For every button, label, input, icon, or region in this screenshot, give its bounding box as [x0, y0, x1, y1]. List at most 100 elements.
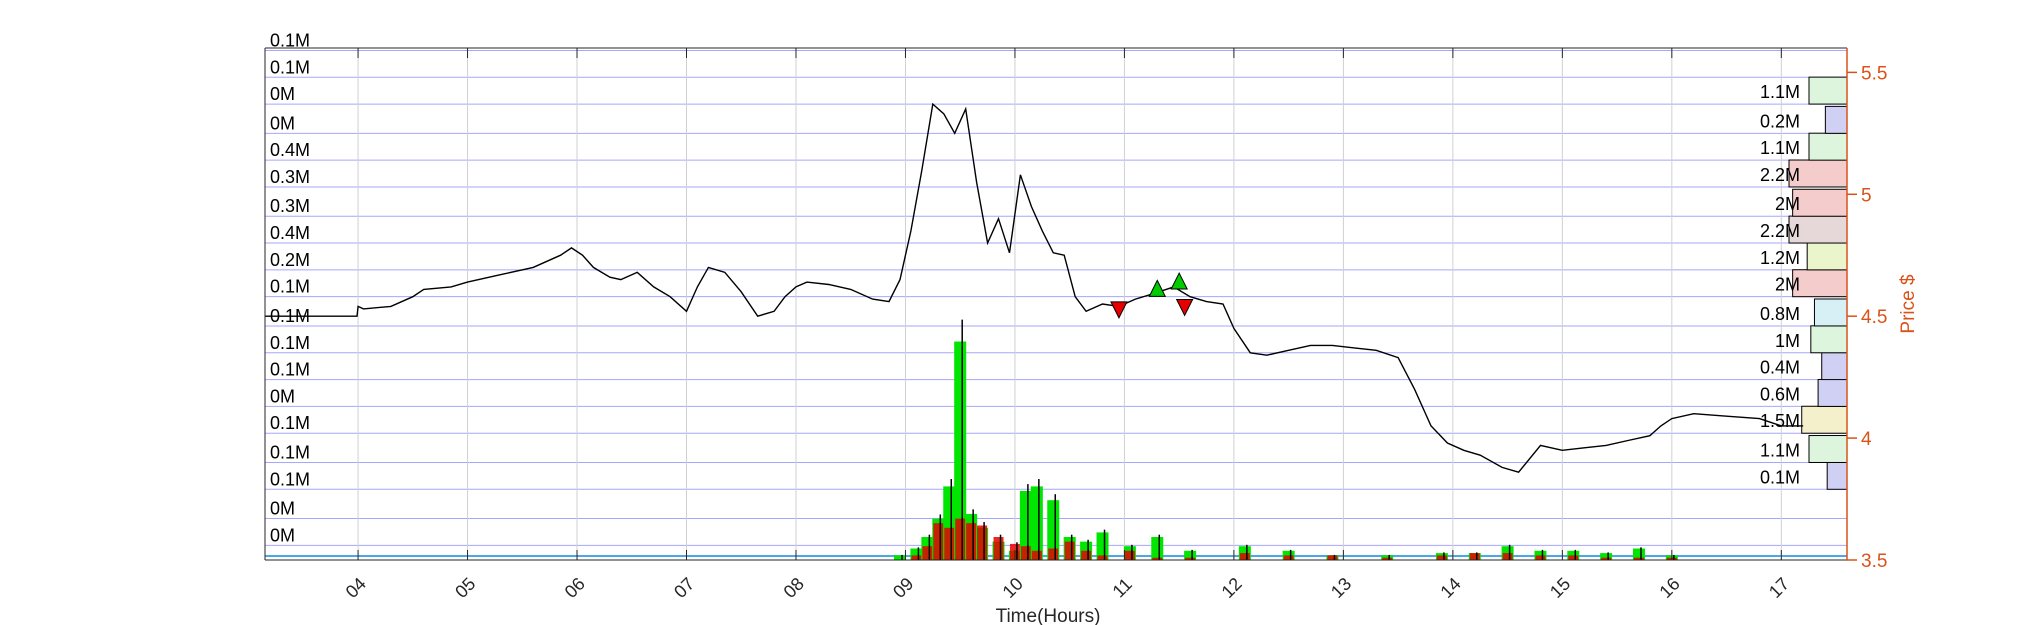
- sell-volume-bar: [911, 555, 922, 560]
- right-price-axis: 3.5 4 4.5 5 5.5: [1846, 48, 1887, 572]
- sell-volume-bar: [1152, 557, 1163, 560]
- sell-volume-bar: [977, 525, 988, 560]
- volume-by-price-label: 0.4M: [1760, 358, 1800, 378]
- sell-volume-bar: [1124, 550, 1135, 560]
- volume-by-price-bar: [1817, 378, 1848, 407]
- band-label: 0M: [270, 84, 295, 104]
- volume-by-price-bar: [1808, 132, 1848, 161]
- volume-by-price-label: 1.1M: [1760, 440, 1800, 460]
- sell-volume-bar: [1031, 550, 1042, 560]
- buy-volume-bar: [954, 341, 967, 560]
- volume-by-price-bar: [1824, 105, 1848, 134]
- volume-by-price-label: 1.2M: [1760, 248, 1800, 268]
- sell-volume-bar: [1081, 550, 1092, 560]
- sell-volume-bar: [1436, 555, 1447, 560]
- volume-by-price-label: 0.1M: [1760, 467, 1800, 487]
- volume-by-price-bar: [1792, 269, 1848, 298]
- volume-by-price-label: 1M: [1775, 331, 1800, 351]
- buy-volume-bar: [1047, 500, 1060, 560]
- volume-by-price-bar: [1792, 188, 1848, 217]
- band-label: 0.1M: [270, 306, 310, 326]
- buy-volume-bar: [910, 548, 923, 560]
- sell-volume-bar: [1535, 555, 1546, 560]
- buy-volume-bar: [1151, 537, 1164, 560]
- volume-by-price-label: 2M: [1775, 275, 1800, 295]
- volume-by-price-bars: 0.1M1.1M1.5M0.6M0.4M1M0.8M2M1.2M2.2M2M2.…: [1760, 76, 1848, 490]
- sell-volume-bar: [1502, 553, 1513, 560]
- sell-volume-bar: [1283, 555, 1294, 560]
- buy-volume-bar: [1096, 532, 1109, 560]
- sell-volume-bar: [1382, 557, 1393, 560]
- band-label: 0.1M: [270, 360, 310, 380]
- sell-volume-bar: [1469, 553, 1480, 560]
- sell-volume-bar: [1097, 555, 1108, 560]
- price-band-grid: [265, 49, 1847, 557]
- sell-volume-bar: [955, 518, 966, 560]
- buy-volume-bar: [1184, 550, 1197, 560]
- volume-by-price-bar: [1813, 298, 1848, 327]
- sell-volume-bar: [1185, 557, 1196, 560]
- band-label: 0.1M: [270, 57, 310, 77]
- volume-by-price-bar: [1801, 405, 1848, 434]
- volume-by-price-label: 2.2M: [1760, 221, 1800, 241]
- sell-volume-bar: [1064, 541, 1075, 560]
- volume-by-price-label: 2M: [1775, 194, 1800, 214]
- volume-by-price-bar: [1810, 325, 1848, 354]
- buy-volume-bar: [893, 555, 906, 560]
- buy-volume-bar: [1019, 491, 1032, 560]
- band-label: 0M: [270, 386, 295, 406]
- price-line: [265, 102, 1804, 474]
- y-tick-label: 5.5: [1861, 63, 1887, 84]
- buy-marker: [1170, 271, 1188, 290]
- band-label: 0.2M: [270, 250, 310, 270]
- x-axis-label: Time(Hours): [996, 606, 1101, 625]
- band-label: 0.1M: [270, 30, 310, 50]
- band-label: 0.1M: [270, 277, 310, 297]
- sell-marker: [1110, 301, 1128, 319]
- sell-volume-bar: [944, 527, 955, 560]
- volume-by-price-label: 0.2M: [1760, 111, 1800, 131]
- volume-by-price-bar: [1788, 159, 1848, 188]
- plot-frame: [264, 47, 1847, 561]
- band-label: 0.1M: [270, 442, 310, 462]
- volume-by-price-bar: [1826, 461, 1848, 490]
- buy-volume-bar: [1600, 553, 1613, 560]
- buy-marker: [1148, 279, 1167, 297]
- y-axis-label-right: Price $: [1898, 274, 1919, 334]
- band-label: 0.3M: [270, 196, 310, 216]
- sell-marker: [1175, 298, 1194, 317]
- y-tick-label: 4.5: [1861, 307, 1887, 328]
- volume-by-price-label: 0.8M: [1760, 304, 1800, 324]
- sell-volume-bar: [1568, 555, 1579, 560]
- band-label: 0M: [270, 499, 295, 519]
- sell-volume-bar: [1327, 555, 1338, 560]
- volume-by-price-bar: [1808, 76, 1848, 105]
- band-label: 0M: [270, 113, 295, 133]
- volume-by-price-bar: [1808, 435, 1848, 463]
- volume-by-price-label: 2.2M: [1760, 165, 1800, 185]
- volume-by-price-bar: [1821, 352, 1848, 381]
- sell-volume-bar: [1633, 557, 1644, 560]
- buy-volume-bar: [1030, 486, 1043, 560]
- band-label: 0.1M: [270, 469, 310, 489]
- band-label: 0.4M: [270, 223, 310, 243]
- left-band-labels: 0M 0M 0.1M 0.1M 0.1M 0M 0.1M 0.1M 0.1M 0.1M 0.2M 0.…: [270, 30, 310, 545]
- band-label: 0.1M: [270, 333, 310, 353]
- y-tick-label: 4: [1861, 429, 1872, 450]
- buy-volume-bar: [1632, 548, 1645, 560]
- volume-by-price-bar: [1806, 242, 1848, 271]
- price-line-group: [265, 102, 1804, 474]
- band-label: 0M: [270, 525, 295, 545]
- band-label: 0.4M: [270, 140, 310, 160]
- band-label: 0.3M: [270, 167, 310, 187]
- sell-volume-bar: [966, 523, 977, 560]
- sell-volume-bar: [1239, 553, 1250, 560]
- volume-by-price-label: 1.1M: [1760, 138, 1800, 158]
- sell-volume-bar: [993, 537, 1004, 560]
- band-label: 0.1M: [270, 413, 310, 433]
- sell-volume-bar: [1601, 557, 1612, 560]
- y-tick-label: 3.5: [1861, 551, 1887, 572]
- sell-volume-bar: [1048, 548, 1059, 560]
- sell-volume-bar: [922, 546, 933, 560]
